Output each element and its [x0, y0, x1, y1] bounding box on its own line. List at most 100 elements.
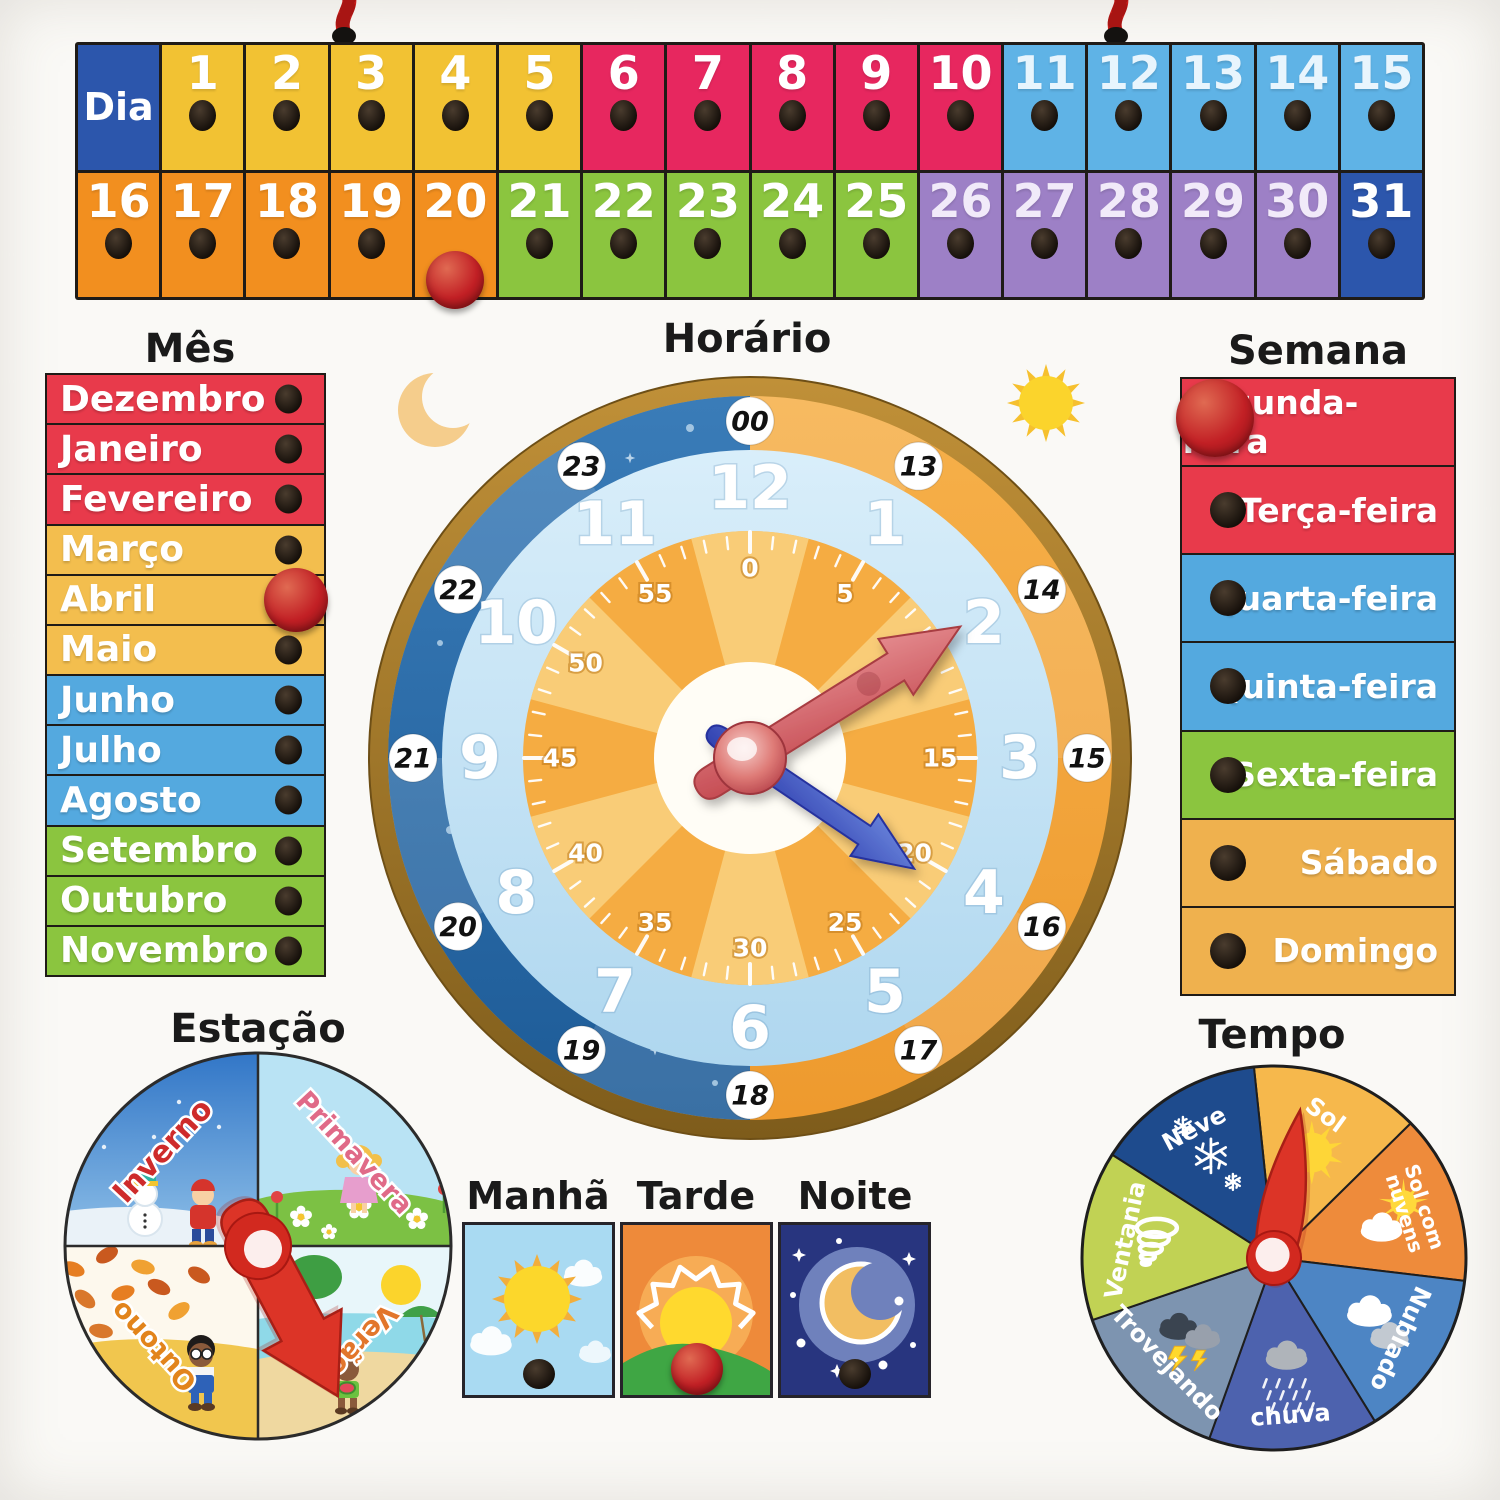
- week-row-Terça-feira[interactable]: Terça-feira: [1182, 467, 1454, 554]
- day-cell-1[interactable]: 1: [162, 45, 244, 170]
- day-peg-hole[interactable]: [189, 227, 217, 259]
- clock-hands-cap[interactable]: [713, 721, 787, 795]
- day-cell-17[interactable]: 17: [162, 172, 244, 297]
- day-cell-21[interactable]: 21: [498, 172, 581, 297]
- day-peg-hole[interactable]: [778, 227, 806, 259]
- day-cell-19[interactable]: 19: [330, 172, 412, 297]
- month-row-Abril[interactable]: Abril: [47, 567, 328, 632]
- day-peg-hole[interactable]: [105, 227, 133, 259]
- day-cell-3[interactable]: 3: [330, 45, 412, 170]
- day-cell-29[interactable]: 29: [1172, 172, 1254, 297]
- day-cell-15[interactable]: 15: [1340, 45, 1422, 170]
- day-cell-2[interactable]: 2: [246, 45, 328, 170]
- day-peg-hole[interactable]: [1283, 100, 1311, 132]
- day-cell-18[interactable]: 18: [246, 172, 328, 297]
- week-peg-hole[interactable]: [1210, 844, 1246, 881]
- month-row-Junho[interactable]: Junho: [47, 676, 324, 725]
- day-peg-hole[interactable]: [526, 227, 554, 259]
- day-peg-hole[interactable]: [610, 227, 638, 259]
- month-row-Maio[interactable]: Maio: [47, 625, 324, 674]
- day-cell-20[interactable]: 20: [414, 172, 496, 309]
- month-peg-hole[interactable]: [275, 384, 302, 414]
- month-peg-hole[interactable]: [275, 685, 302, 715]
- day-peg-hole[interactable]: [441, 100, 469, 132]
- period-card-Manhã[interactable]: [462, 1222, 615, 1398]
- day-peg-hole[interactable]: [273, 227, 301, 259]
- month-row-Março[interactable]: Março: [47, 525, 324, 574]
- day-peg-hole[interactable]: [694, 100, 722, 132]
- day-cell-24[interactable]: 24: [751, 172, 833, 297]
- day-cell-8[interactable]: 8: [751, 45, 833, 170]
- period-peg-hole[interactable]: [839, 1359, 871, 1389]
- month-row-Fevereiro[interactable]: Fevereiro: [47, 475, 324, 524]
- day-peg-hole[interactable]: [946, 227, 974, 259]
- season-pointer[interactable]: [192, 1179, 377, 1418]
- week-peg-hole[interactable]: [1210, 932, 1246, 969]
- week-row-Sábado[interactable]: Sábado: [1182, 819, 1454, 906]
- period-card-Noite[interactable]: [778, 1222, 931, 1398]
- day-cell-4[interactable]: 4: [414, 45, 496, 170]
- day-peg-hole[interactable]: [1031, 100, 1059, 132]
- month-peg-hole[interactable]: [275, 936, 302, 966]
- day-cell-10[interactable]: 10: [919, 45, 1002, 170]
- day-cell-5[interactable]: 5: [498, 45, 581, 170]
- month-row-Agosto[interactable]: Agosto: [47, 776, 324, 825]
- month-row-Julho[interactable]: Julho: [47, 726, 324, 775]
- day-cell-12[interactable]: 12: [1088, 45, 1170, 170]
- month-peg-hole[interactable]: [275, 836, 302, 866]
- week-row-Segunda-feira[interactable]: Segunda-feira: [1176, 379, 1454, 466]
- day-cell-13[interactable]: 13: [1172, 45, 1254, 170]
- day-peg-hole[interactable]: [189, 100, 217, 132]
- month-peg-hole[interactable]: [275, 535, 302, 565]
- day-cell-14[interactable]: 14: [1256, 45, 1338, 170]
- day-cell-26[interactable]: 26: [919, 172, 1002, 297]
- day-peg-hole[interactable]: [1367, 100, 1395, 132]
- day-peg-hole[interactable]: [357, 100, 385, 132]
- day-peg-hole[interactable]: [1115, 227, 1143, 259]
- week-peg-hole[interactable]: [1210, 756, 1246, 793]
- day-cell-30[interactable]: 30: [1256, 172, 1338, 297]
- month-peg-selected[interactable]: [264, 567, 328, 632]
- week-peg-hole[interactable]: [1210, 580, 1246, 617]
- day-peg-hole[interactable]: [273, 100, 301, 132]
- month-peg-hole[interactable]: [275, 434, 302, 464]
- period-peg-selected[interactable]: [670, 1343, 723, 1395]
- week-row-Domingo[interactable]: Domingo: [1182, 907, 1454, 994]
- day-cell-9[interactable]: 9: [835, 45, 917, 170]
- month-row-Janeiro[interactable]: Janeiro: [47, 425, 324, 474]
- day-cell-27[interactable]: 27: [1004, 172, 1086, 297]
- month-row-Outubro[interactable]: Outubro: [47, 876, 324, 925]
- day-peg-hole[interactable]: [1115, 100, 1143, 132]
- week-peg-selected[interactable]: [1176, 379, 1254, 457]
- day-cell-23[interactable]: 23: [667, 172, 749, 297]
- period-peg-hole[interactable]: [523, 1359, 555, 1389]
- day-peg-hole[interactable]: [357, 227, 385, 259]
- day-peg-hole[interactable]: [862, 227, 890, 259]
- day-cell-28[interactable]: 28: [1088, 172, 1170, 297]
- day-peg-hole[interactable]: [862, 100, 890, 132]
- month-row-Novembro[interactable]: Novembro: [47, 926, 324, 975]
- month-peg-hole[interactable]: [275, 785, 302, 815]
- week-row-Quarta-feira[interactable]: Quarta-feira: [1182, 555, 1454, 642]
- day-cell-16[interactable]: 16: [78, 172, 160, 297]
- month-row-Setembro[interactable]: Setembro: [47, 826, 324, 875]
- week-row-Quinta-feira[interactable]: Quinta-feira: [1182, 643, 1454, 730]
- month-row-Dezembro[interactable]: Dezembro: [47, 375, 324, 424]
- weather-pointer[interactable]: [1243, 1106, 1327, 1291]
- week-peg-hole[interactable]: [1210, 668, 1246, 705]
- day-peg-hole[interactable]: [1367, 227, 1395, 259]
- day-peg-hole[interactable]: [1199, 227, 1227, 259]
- week-row-Sexta-feira[interactable]: Sexta-feira: [1182, 731, 1454, 818]
- day-peg-selected[interactable]: [426, 251, 485, 309]
- day-cell-11[interactable]: 11: [1004, 45, 1086, 170]
- day-cell-7[interactable]: 7: [667, 45, 749, 170]
- day-peg-hole[interactable]: [1199, 100, 1227, 132]
- day-peg-hole[interactable]: [946, 100, 974, 132]
- month-peg-hole[interactable]: [275, 635, 302, 665]
- day-peg-hole[interactable]: [610, 100, 638, 132]
- day-cell-31[interactable]: 31: [1340, 172, 1422, 297]
- month-peg-hole[interactable]: [275, 484, 302, 514]
- day-peg-hole[interactable]: [1283, 227, 1311, 259]
